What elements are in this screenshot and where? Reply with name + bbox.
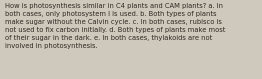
Text: How is photosynthesis similar in C4 plants and CAM plants? a. In
both cases, onl: How is photosynthesis similar in C4 plan… [5, 3, 225, 49]
